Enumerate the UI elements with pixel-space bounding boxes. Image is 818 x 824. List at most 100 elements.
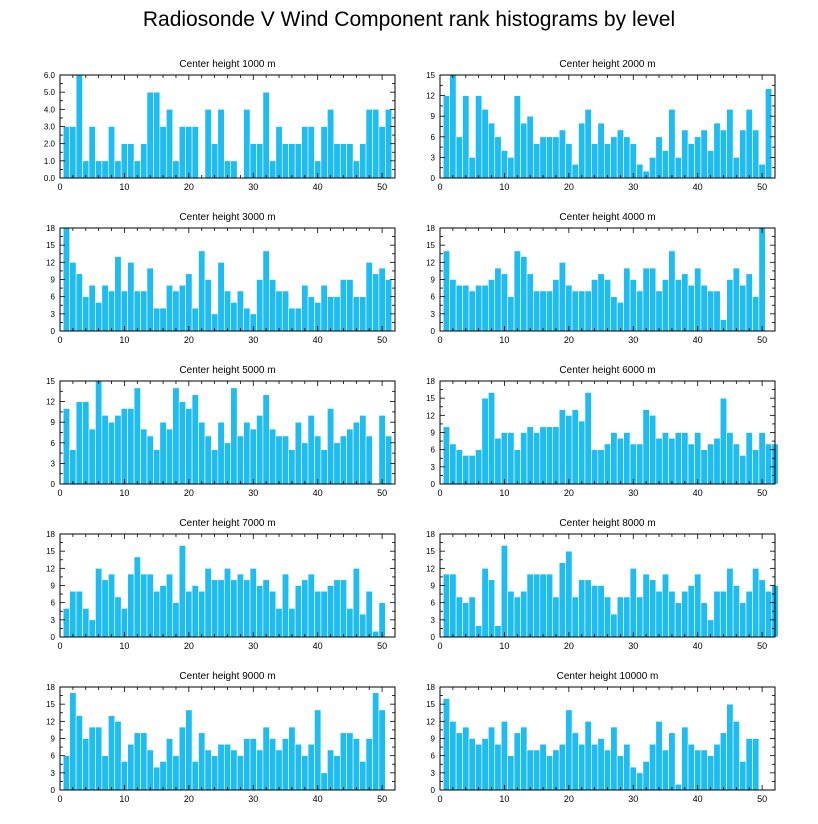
y-tick-label: 0.0 <box>44 174 56 183</box>
histogram-bar <box>539 290 547 332</box>
histogram-bar <box>140 573 148 638</box>
histogram-bar <box>661 573 670 638</box>
histogram-bar <box>178 126 186 179</box>
histogram-bar <box>500 273 508 332</box>
x-tick-label: 20 <box>184 641 194 651</box>
histogram-bar <box>719 590 727 638</box>
histogram-bar <box>378 709 386 791</box>
histogram-bar <box>636 772 644 791</box>
histogram-bar <box>442 426 450 485</box>
y-tick-label: 0 <box>431 174 436 183</box>
histogram-bar <box>230 302 238 332</box>
histogram-bar <box>120 290 128 332</box>
histogram-bar <box>211 755 219 791</box>
x-tick-label: 0 <box>437 794 442 804</box>
histogram-bar <box>500 432 508 485</box>
histogram-bar <box>707 443 715 485</box>
histogram-bar <box>674 432 682 485</box>
histogram-bar <box>520 726 528 791</box>
histogram-bar <box>475 95 483 179</box>
histogram-bar <box>294 421 302 485</box>
histogram-bar <box>475 743 483 791</box>
histogram-bar <box>533 290 541 332</box>
x-tick-label: 40 <box>313 641 323 651</box>
y-tick-label: 9 <box>51 418 56 427</box>
histogram-bar <box>462 726 470 791</box>
histogram-bar <box>520 122 528 179</box>
histogram-bar <box>533 573 541 638</box>
histogram-bar <box>320 590 328 638</box>
histogram-bar <box>95 302 103 332</box>
histogram-svg: Center height 8000 m 0 3 6 9 12 15 18 0 10 20 30 40 5… <box>426 518 779 651</box>
histogram-bar <box>713 437 721 485</box>
histogram-bar <box>494 625 502 638</box>
x-tick-label: 30 <box>248 488 258 498</box>
histogram-bar <box>365 738 373 791</box>
histogram-bar <box>649 267 657 332</box>
y-tick-label: 12 <box>426 564 435 573</box>
histogram-bar <box>533 143 541 179</box>
histogram-bar <box>339 732 347 791</box>
x-tick-label: 40 <box>693 182 703 192</box>
histogram-bar <box>591 585 599 638</box>
histogram-bar <box>752 449 760 485</box>
histogram-bar <box>249 738 257 791</box>
histogram-bar <box>249 428 257 485</box>
histogram-bar <box>713 590 721 638</box>
histogram-bar <box>223 290 232 332</box>
histogram-bar <box>352 421 360 485</box>
histogram-bar <box>462 602 470 638</box>
x-tick-label: 0 <box>57 488 62 498</box>
histogram-bar <box>333 143 341 179</box>
histogram-bar <box>230 387 238 485</box>
x-tick-label: 0 <box>437 182 442 192</box>
histogram-bar <box>146 267 154 332</box>
histogram-bar <box>198 421 206 485</box>
histogram-bar <box>713 290 721 332</box>
histogram-bar <box>114 256 122 332</box>
histogram-bar <box>146 749 154 791</box>
y-tick-label: 3 <box>431 153 436 162</box>
histogram-bar <box>739 284 747 332</box>
histogram-bar <box>694 432 702 485</box>
x-tick-label: 20 <box>564 641 574 651</box>
y-tick-label: 18 <box>426 683 435 692</box>
y-tick-label: 12 <box>426 258 435 267</box>
x-tick-label: 30 <box>628 794 638 804</box>
histogram-bar <box>243 109 251 179</box>
histogram-bar <box>455 284 463 332</box>
y-tick-label: 6 <box>51 599 56 608</box>
histogram-bar <box>629 279 637 332</box>
histogram-bar <box>153 91 161 179</box>
histogram-bar <box>243 738 251 791</box>
histogram-bar <box>385 279 393 332</box>
y-tick-label: 0 <box>431 327 436 336</box>
histogram-bar <box>539 426 547 485</box>
histogram-bar <box>127 143 135 179</box>
histogram-bar <box>178 726 186 791</box>
histogram-bar <box>700 602 708 638</box>
histogram-bar <box>191 126 199 179</box>
histogram-bar <box>636 163 644 179</box>
histogram-bar <box>217 579 225 638</box>
x-tick-label: 30 <box>248 182 258 192</box>
histogram-bar <box>526 273 534 332</box>
histogram-bar <box>339 435 347 485</box>
histogram-bar <box>108 715 116 791</box>
histogram-bar <box>468 290 476 332</box>
histogram-bar <box>610 136 618 179</box>
histogram-bar <box>739 455 747 485</box>
histogram-bar <box>552 426 560 485</box>
histogram-bar <box>69 692 77 791</box>
histogram-bar <box>661 150 670 179</box>
histogram-bar <box>668 732 676 791</box>
y-tick-label: 6 <box>431 599 436 608</box>
histogram-bar <box>243 421 251 485</box>
histogram-bar <box>159 307 167 332</box>
histogram-bar <box>520 432 528 485</box>
histogram-bar <box>372 109 380 179</box>
histogram-bar <box>327 749 335 791</box>
histogram-bar <box>359 143 367 179</box>
histogram-bar <box>301 126 309 179</box>
histogram-bar <box>616 129 624 179</box>
